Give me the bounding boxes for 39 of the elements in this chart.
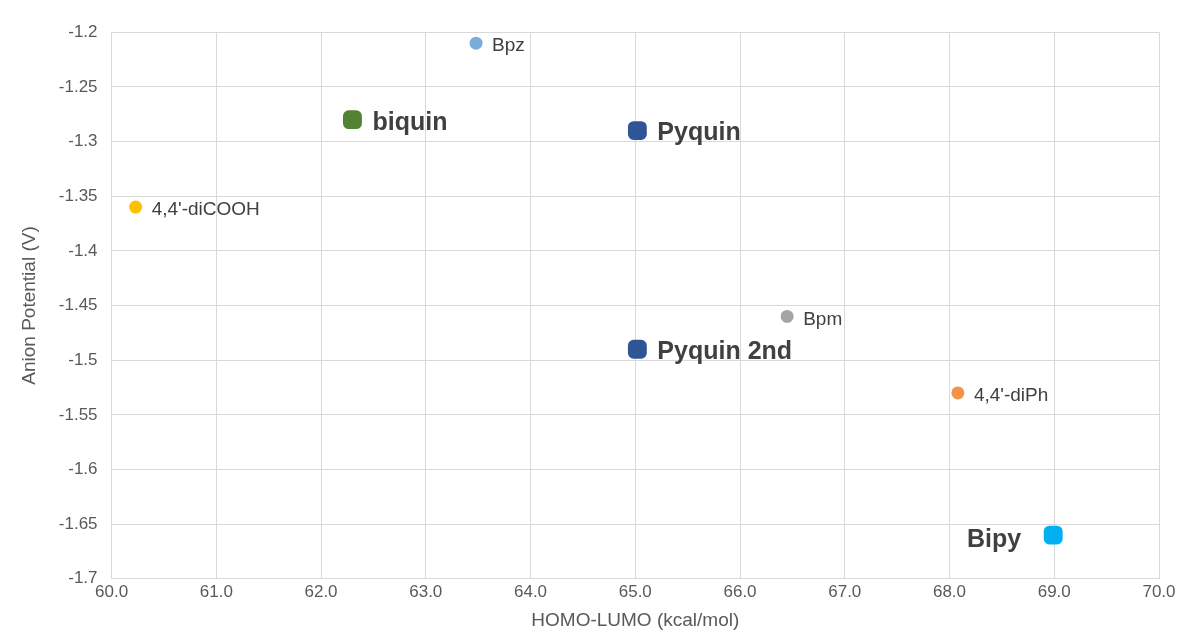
series-label: Bipy (967, 523, 1022, 552)
x-tick-label: 64.0 (513, 581, 548, 601)
series-label: Pyquin (657, 117, 741, 146)
x-tick-label: 68.0 (932, 581, 967, 601)
x-tick-label: 65.0 (618, 581, 652, 601)
y-tick-label: -1.4 (68, 240, 98, 260)
x-tick-label: 62.0 (304, 581, 338, 601)
x-tick-label: 60.0 (95, 581, 129, 601)
point (469, 36, 483, 50)
point (129, 200, 143, 214)
y-tick-label: -1.25 (58, 76, 98, 96)
point (951, 386, 965, 400)
y-tick-label: -1.6 (68, 459, 98, 479)
point (627, 339, 647, 359)
x-tick-label: 61.0 (199, 581, 233, 601)
x-tick-label: 67.0 (828, 581, 862, 601)
y-axis-title: Anion Potential (V) (17, 226, 39, 385)
point (780, 309, 794, 323)
x-tick-label: 69.0 (1037, 581, 1071, 601)
point (343, 110, 362, 130)
y-tick-label: -1.45 (58, 295, 98, 315)
y-tick-label: -1.55 (58, 404, 98, 424)
y-tick-label: -1.2 (68, 21, 98, 41)
point (1043, 525, 1063, 545)
y-tick-label: -1.35 (58, 185, 98, 205)
x-tick-label: 70.0 (1142, 581, 1176, 601)
y-tick-label: -1.5 (68, 349, 98, 369)
series-label: Bpm (803, 307, 843, 329)
point (627, 121, 647, 141)
series-label: biquin (372, 106, 448, 135)
series-label: 4,4'-diCOOH (151, 198, 260, 220)
series-label: Bpz (492, 34, 525, 56)
y-tick-label: -1.65 (58, 513, 98, 533)
x-axis-title: HOMO-LUMO (kcal/mol) (531, 608, 740, 630)
y-tick-label: -1.3 (68, 131, 98, 151)
x-tick-label: 63.0 (409, 581, 443, 601)
series-label: Pyquin 2nd (657, 336, 793, 365)
x-tick-label: 66.0 (723, 581, 757, 601)
series-label: 4,4'-diPh (973, 384, 1049, 406)
